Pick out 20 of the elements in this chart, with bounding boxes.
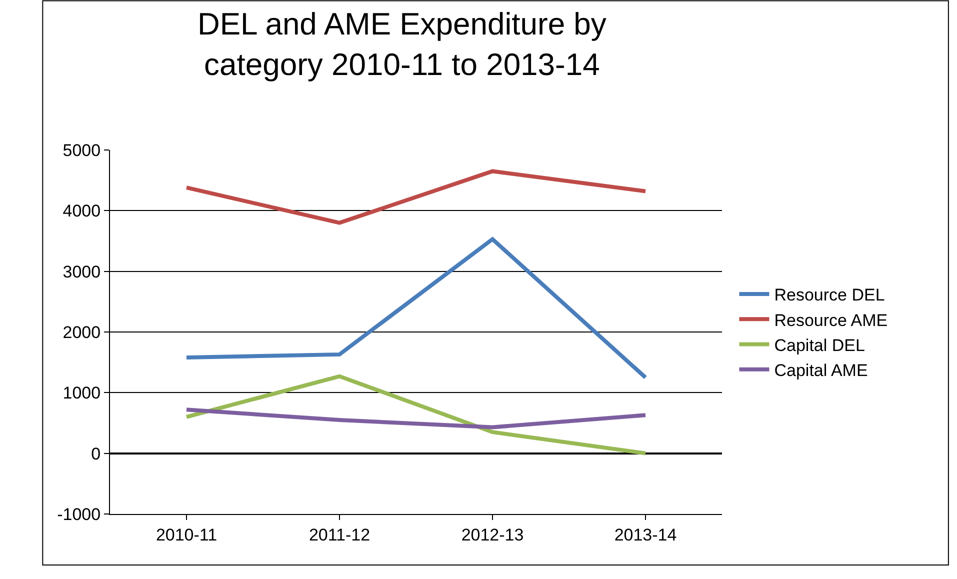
x-tick-label: 2013-14 xyxy=(614,525,677,544)
x-tick-label: 2011-12 xyxy=(308,525,370,544)
y-tick-label: 2000 xyxy=(62,322,101,342)
line-series xyxy=(184,374,648,456)
y-tick-label: 4000 xyxy=(62,202,101,221)
legend-label: Resource DEL xyxy=(774,286,885,305)
line-series xyxy=(184,169,648,225)
y-tick-label: 3000 xyxy=(62,262,101,282)
y-tick-label: 0 xyxy=(91,444,101,464)
legend-label: Capital AME xyxy=(774,360,868,380)
chart-title: DEL and AME Expenditure by category 2010-11 to 2013-14 xyxy=(197,6,607,82)
legend-label: Capital DEL xyxy=(774,336,865,355)
y-tick-label: 1000 xyxy=(62,384,101,403)
y-tick-label: 5000 xyxy=(62,140,101,160)
legend-label: Resource AME xyxy=(774,310,888,330)
line-series xyxy=(184,408,648,430)
y-tick-label: -1000 xyxy=(57,504,101,524)
x-tick-label: 2012-13 xyxy=(461,525,524,544)
line-series xyxy=(184,237,648,380)
x-tick-label: 2010-11 xyxy=(156,525,218,544)
